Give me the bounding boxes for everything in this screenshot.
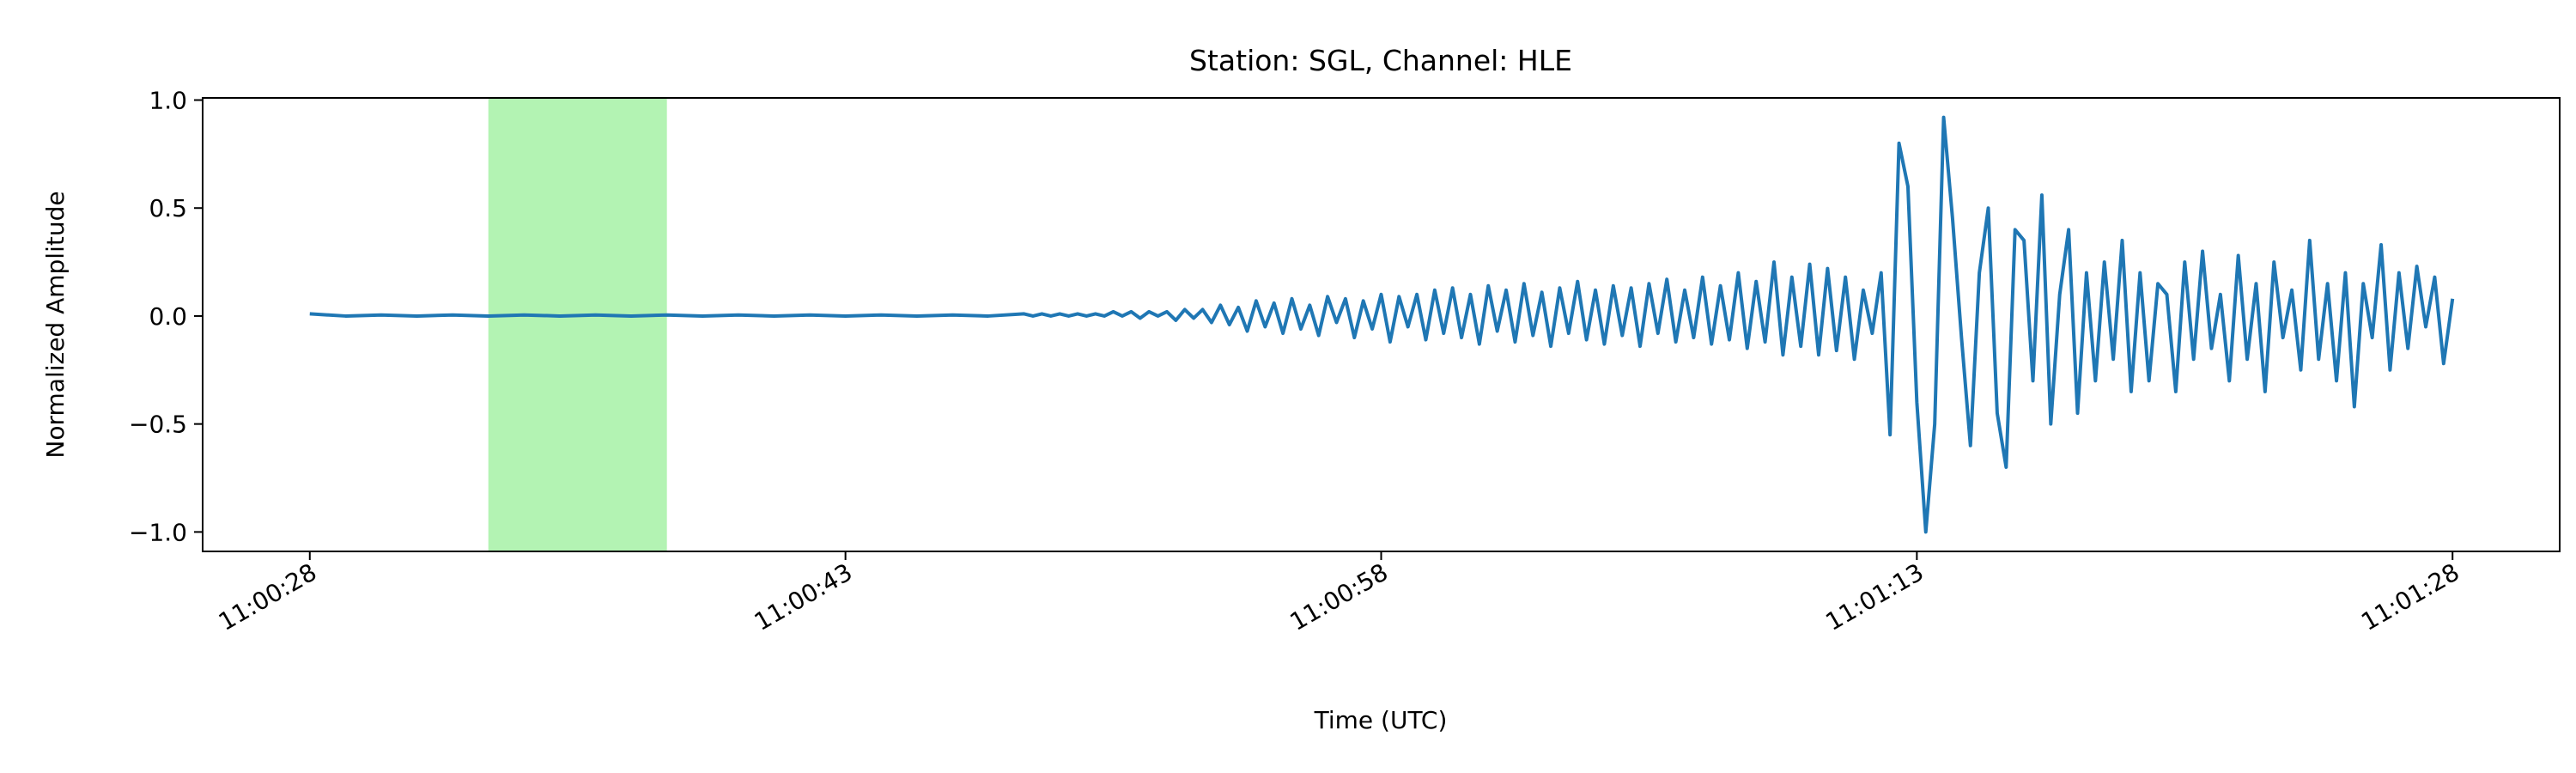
y-tick-label: 0.0 [149,302,187,331]
waveform-line [309,115,2455,534]
y-tick-label: 1.0 [149,87,187,115]
y-axis-label: Normalized Amplitude [41,191,70,458]
x-tick-label: 11:01:28 [2356,557,2464,636]
y-tick-label: −1.0 [129,518,187,546]
x-tick-label: 11:00:58 [1285,557,1393,636]
highlight-span [488,98,667,551]
x-tick-label: 11:00:28 [214,557,321,636]
x-tick-label: 11:00:43 [750,557,857,636]
x-tick-label: 11:01:13 [1820,557,1928,636]
x-axis-label: Time (UTC) [1314,706,1448,734]
y-tick-label: 0.5 [149,194,187,222]
chart-title: Station: SGL, Channel: HLE [1189,44,1572,77]
y-tick-label: −0.5 [129,411,187,439]
